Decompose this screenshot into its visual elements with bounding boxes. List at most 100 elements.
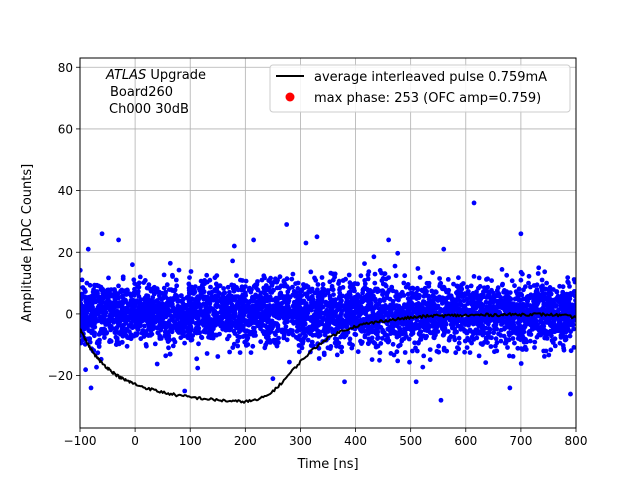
sample-point (340, 285, 346, 290)
sample-point (476, 285, 481, 291)
sample-point (194, 312, 200, 317)
sample-point (521, 287, 526, 293)
sample-point (257, 314, 263, 320)
sample-point (466, 337, 472, 343)
sample-point (533, 303, 539, 309)
plot-frame (79, 57, 577, 429)
sample-point (525, 294, 530, 300)
sample-point (462, 338, 468, 344)
sample-point (384, 292, 390, 297)
sample-point (258, 339, 264, 345)
sample-point (152, 341, 158, 347)
sample-point (262, 309, 267, 315)
sample-point (560, 343, 566, 348)
sample-point (373, 298, 378, 304)
sample-point (202, 308, 208, 314)
sample-point (554, 289, 560, 295)
sample-point (186, 285, 192, 291)
sample-point (80, 267, 83, 273)
sample-point (326, 316, 332, 322)
sample-point (138, 311, 144, 317)
sample-point (313, 309, 319, 315)
sample-point (204, 351, 210, 356)
sample-point (420, 305, 426, 311)
sample-point (237, 320, 242, 325)
sample-point (102, 335, 107, 340)
x-tick-label: 300 (289, 434, 312, 448)
sample-point (316, 356, 322, 361)
sample-point (353, 332, 359, 338)
sample-point (285, 294, 291, 300)
sample-point (83, 367, 88, 373)
sample-point (213, 322, 219, 328)
sample-point (172, 339, 178, 345)
sample-point (124, 343, 130, 349)
sample-point (269, 307, 274, 313)
sample-point (131, 277, 137, 283)
sample-point (525, 298, 530, 304)
sample-point (195, 302, 201, 308)
sample-point (287, 359, 292, 365)
sample-point (94, 364, 99, 370)
y-axis-label: Amplitude [ADC Counts] (20, 164, 35, 322)
sample-point (197, 319, 203, 325)
sample-point (136, 280, 142, 286)
sample-point (527, 338, 533, 344)
sample-point (97, 318, 103, 323)
sample-point (535, 291, 541, 296)
sample-point (289, 318, 295, 324)
sample-point (358, 307, 364, 313)
sample-point (169, 317, 174, 322)
sample-point (351, 319, 356, 324)
sample-point (507, 353, 512, 359)
sample-point (565, 275, 571, 280)
legend-entry-max-phase: max phase: 253 (OFC amp=0.759) (314, 91, 541, 106)
sample-point (215, 354, 221, 359)
sample-point (274, 300, 280, 306)
sample-point (451, 309, 456, 315)
sample-point (456, 275, 461, 281)
sample-point (120, 274, 126, 280)
sample-point (556, 320, 562, 326)
sample-point (294, 290, 299, 296)
sample-point (552, 336, 558, 342)
sample-point (406, 305, 412, 311)
sample-point (390, 341, 396, 347)
x-tick-label: 800 (565, 434, 588, 448)
sample-point (222, 305, 228, 311)
sample-point (512, 283, 517, 289)
sample-point (342, 318, 348, 324)
sample-point (338, 312, 343, 318)
sample-point (399, 337, 405, 342)
sample-point (295, 296, 301, 301)
sample-point (454, 329, 459, 335)
sample-point (416, 301, 421, 306)
sample-point (548, 322, 554, 327)
sample-point (128, 310, 134, 315)
sample-point (352, 288, 357, 294)
sample-point (395, 310, 400, 316)
sample-point (414, 348, 420, 354)
sample-point (536, 265, 542, 271)
sample-point (371, 340, 377, 345)
sample-point (453, 350, 459, 356)
sample-point (106, 290, 112, 295)
sample-point (237, 299, 243, 305)
sample-point (96, 344, 102, 349)
sample-point (371, 254, 377, 260)
sample-point (471, 274, 477, 279)
sample-point (309, 294, 315, 299)
sample-point (182, 311, 188, 317)
sample-point (264, 333, 270, 339)
sample-point (298, 289, 303, 294)
sample-point (488, 307, 494, 313)
y-tick-label: 40 (58, 184, 73, 198)
sample-point (489, 335, 494, 341)
sample-point (483, 360, 489, 365)
sample-point (237, 316, 243, 322)
sample-point (520, 308, 525, 314)
sample-point (216, 290, 222, 296)
sample-point (193, 328, 199, 333)
sample-point (392, 304, 397, 310)
sample-point (464, 284, 470, 290)
